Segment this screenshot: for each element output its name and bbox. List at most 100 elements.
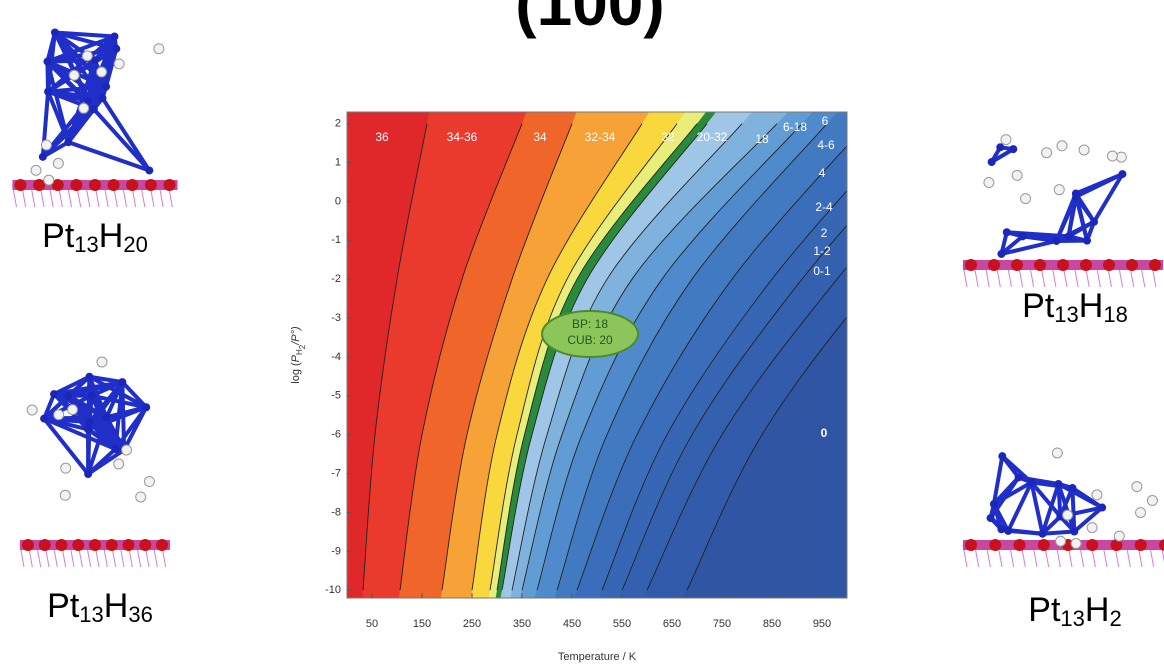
- h-atom: [1106, 150, 1118, 162]
- pt-atom: [85, 372, 94, 381]
- region-label: 4: [819, 166, 826, 180]
- pt-atom: [85, 418, 94, 427]
- pt-atom: [996, 143, 1005, 152]
- region-label: 0-1: [813, 264, 831, 278]
- h-atom: [1011, 169, 1023, 181]
- annotation-text: BP: 18: [572, 317, 608, 331]
- pt-atom: [1027, 478, 1036, 487]
- h-atom: [1113, 530, 1125, 542]
- structure-label: Pt13H36: [47, 587, 153, 627]
- pt-atom: [118, 378, 127, 387]
- pt-atom: [64, 391, 73, 400]
- pt-atom: [1038, 529, 1047, 538]
- phase-boundary: [556, 123, 828, 591]
- h-atom: [1131, 481, 1143, 493]
- h-atom: [68, 69, 80, 81]
- h-atom: [1051, 447, 1063, 459]
- x-tick-label: 150: [413, 618, 431, 630]
- h-atom: [135, 491, 147, 503]
- structure-label-part: 36: [128, 602, 152, 627]
- region-label: 2-4: [815, 200, 833, 214]
- y-tick-label: 0: [335, 195, 341, 207]
- pt-bond: [992, 480, 1033, 506]
- phase-boundary: [576, 145, 847, 591]
- pt-bond: [1075, 172, 1124, 199]
- h-atom: [143, 476, 155, 488]
- y-tick-label: 1: [335, 156, 341, 168]
- structure-label-part: H: [1079, 287, 1104, 325]
- phase-boundary: [686, 315, 847, 591]
- pt-bond: [1000, 239, 1057, 256]
- pt-bond: [1067, 220, 1096, 239]
- h-atom: [121, 444, 133, 456]
- oxygen-atom: [55, 539, 68, 551]
- pt-bond: [88, 374, 148, 410]
- region: [683, 316, 847, 598]
- x-tick-label: 850: [763, 618, 781, 630]
- oxygen-atom: [989, 539, 1002, 551]
- oxygen-atom: [1159, 539, 1164, 551]
- pt-atom: [1068, 483, 1077, 492]
- pt-bond: [990, 147, 1015, 164]
- molecule-image: [19, 356, 170, 568]
- pt-atom: [84, 469, 93, 478]
- pt-atom: [44, 87, 53, 96]
- phase-boundary: [489, 123, 678, 591]
- pt-atom: [1083, 236, 1092, 245]
- y-axis-label-part: P: [290, 354, 302, 362]
- structure-label-part: Pt: [42, 217, 75, 255]
- oxygen-atom: [156, 539, 168, 551]
- oxygen-atom: [1034, 259, 1046, 271]
- pt-bond: [991, 455, 1005, 505]
- pt-bond: [100, 97, 152, 172]
- pt-atom: [90, 56, 99, 65]
- h-atom: [1115, 151, 1127, 163]
- region-label: 0: [821, 426, 828, 440]
- pt-atom: [1064, 232, 1073, 241]
- x-tick-label: 450: [563, 618, 581, 630]
- molecule-image: [962, 134, 1163, 288]
- pt-bond: [92, 107, 151, 172]
- phase-boundary: [646, 266, 847, 591]
- structure-label-part: 20: [123, 232, 147, 257]
- h-atom: [60, 462, 72, 474]
- y-tick-label: -1: [331, 234, 341, 246]
- pt-bond: [42, 394, 70, 421]
- pt-bond: [66, 59, 97, 143]
- h-atom: [81, 50, 93, 62]
- pt-bond: [86, 416, 109, 475]
- pt-atom: [102, 82, 111, 91]
- h-atom: [1020, 193, 1032, 205]
- oxygen-atom: [1134, 539, 1147, 551]
- oxygen-atom: [33, 179, 46, 191]
- region-label: 32: [661, 130, 675, 144]
- oxygen-atom: [988, 259, 1000, 271]
- region-label: 4-6: [817, 138, 835, 152]
- structure-label: Pt13H18: [1022, 287, 1128, 327]
- h-atom: [1055, 535, 1067, 547]
- pt-bond: [1029, 481, 1045, 535]
- oxygen-atom: [22, 539, 34, 551]
- x-tick-label: 650: [663, 618, 681, 630]
- structure-label-part: 13: [74, 232, 98, 257]
- pt-bond: [42, 417, 90, 476]
- pt-atom: [998, 452, 1007, 461]
- h-atom: [113, 458, 125, 470]
- h-atom: [30, 164, 42, 176]
- oxygen-atom: [107, 179, 120, 191]
- pt-bond: [1070, 487, 1077, 532]
- h-atom: [40, 139, 52, 151]
- h-atom: [113, 58, 125, 70]
- pt-atom: [1004, 526, 1013, 535]
- plot-area: [347, 112, 847, 598]
- pt-atom: [40, 414, 49, 423]
- structure-label-part: 13: [1060, 606, 1084, 631]
- pt-atom: [1054, 479, 1063, 488]
- phase-boundary: [601, 189, 847, 591]
- structure-label-part: Pt: [1028, 591, 1061, 629]
- y-axis-label-part: /P°): [290, 326, 302, 346]
- region-label: 34-36: [447, 130, 478, 144]
- pt-bond: [113, 406, 148, 451]
- h-atom: [1086, 522, 1098, 534]
- region-label: 34: [533, 130, 547, 144]
